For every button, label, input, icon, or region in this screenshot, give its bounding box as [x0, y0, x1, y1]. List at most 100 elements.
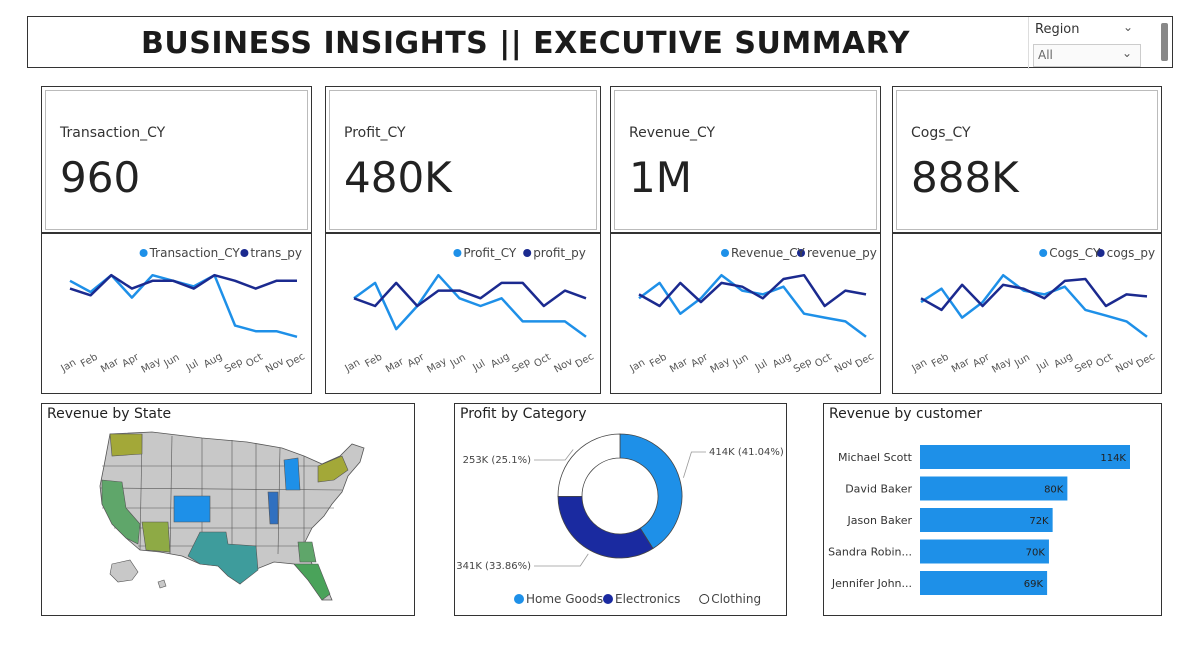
- x-tick-label: Jul: [470, 358, 487, 374]
- legend-item[interactable]: Home Goods: [514, 592, 604, 606]
- x-tick-label: Oct: [532, 352, 553, 370]
- category-label: David Baker: [845, 483, 912, 496]
- x-tick-label: Jun: [731, 352, 751, 370]
- region-slicer-label: Region: [1035, 22, 1080, 37]
- series-line-Cogs_CY[interactable]: [920, 273, 1148, 338]
- series-line-revenue_py[interactable]: [638, 273, 867, 308]
- bar[interactable]: [920, 571, 1048, 595]
- legend-item[interactable]: Profit_CY: [453, 246, 517, 260]
- x-tick-label: May: [140, 356, 163, 376]
- state-california: [101, 479, 141, 545]
- kpi-card-cogs: Cogs_CY 888K: [892, 86, 1162, 234]
- scrollbar-handle[interactable]: [1161, 23, 1168, 61]
- leader-line: [683, 451, 706, 478]
- legend-marker: [139, 249, 148, 257]
- trend-chart-revenue: revenue_py Revenue_CY Jan Feb Mar Apr May Jun Ju…: [610, 232, 881, 394]
- series-line-profit_py[interactable]: [353, 281, 587, 308]
- x-tick-label: Feb: [363, 352, 384, 370]
- legend-item[interactable]: trans_py: [240, 246, 302, 260]
- bar[interactable]: [920, 539, 1049, 564]
- x-tick-label: Oct: [244, 352, 265, 370]
- legend-marker: [514, 594, 524, 604]
- page-title: BUSINESS INSIGHTS || EXECUTIVE SUMMARY: [141, 25, 910, 61]
- us-map[interactable]: [42, 404, 414, 615]
- kpi-card-transactions: Transaction_CY 960: [41, 86, 312, 234]
- legend-item[interactable]: Revenue_CY: [721, 246, 805, 260]
- bar[interactable]: [920, 508, 1053, 532]
- x-tick-label: Nov: [1114, 356, 1136, 375]
- chevron-down-icon[interactable]: ⌄: [1123, 20, 1134, 34]
- state-texas: [187, 531, 259, 585]
- leader-line: [534, 449, 574, 461]
- x-tick-label: May: [709, 356, 732, 376]
- kpi-card-inner: Profit_CY 480K: [329, 90, 597, 230]
- legend-label: revenue_py: [807, 246, 877, 260]
- revenue-by-state-panel: Revenue by State: [41, 403, 415, 616]
- x-tick-label: Feb: [648, 352, 669, 370]
- legend-marker: [1096, 249, 1105, 257]
- legend-item[interactable]: Transaction_CY: [139, 246, 241, 260]
- kpi-value: 480K: [344, 153, 452, 202]
- kpi-value: 1M: [629, 153, 692, 202]
- x-tick-label: Oct: [1094, 352, 1115, 370]
- bar[interactable]: [920, 445, 1130, 469]
- profit-by-category-panel: Profit by Category 414K (41.04%) 341K (33…: [454, 403, 787, 616]
- donut-slice-home-goods[interactable]: [619, 433, 683, 550]
- donut-slice-clothing[interactable]: [557, 433, 621, 497]
- x-tick-label: Aug: [771, 351, 793, 370]
- legend-item[interactable]: Electronics: [603, 592, 681, 606]
- bar[interactable]: [920, 476, 1068, 501]
- kpi-card-inner: Transaction_CY 960: [45, 90, 308, 230]
- panel-title: Revenue by customer: [829, 406, 982, 422]
- legend-label: Electronics: [615, 592, 680, 606]
- x-tick-label: Nov: [552, 356, 574, 375]
- x-tick-label: Jun: [448, 352, 468, 370]
- x-tick-label: Feb: [930, 352, 951, 370]
- bar-data-label: 114K: [1100, 453, 1126, 464]
- x-tick-label: Mar: [384, 356, 407, 375]
- donut-chart[interactable]: 414K (41.04%) 341K (33.86%) 253K (25.1%) Ho…: [455, 404, 786, 615]
- kpi-label: Transaction_CY: [60, 125, 166, 141]
- x-tick-label: Dec: [1135, 351, 1157, 370]
- donut-slice-electronics[interactable]: [557, 495, 654, 559]
- kpi-card-inner: Revenue_CY 1M: [614, 90, 877, 230]
- legend-item[interactable]: cogs_py: [1096, 246, 1156, 260]
- region-dropdown[interactable]: All ⌄: [1033, 44, 1141, 67]
- x-tick-label: Mar: [950, 356, 973, 375]
- region-slicer[interactable]: Region ⌄ All ⌄: [1028, 17, 1143, 69]
- category-label: Jason Baker: [847, 514, 913, 527]
- category-label: Jennifer John...: [831, 577, 912, 590]
- kpi-value: 888K: [911, 153, 1019, 202]
- series-line-trans_py[interactable]: [69, 273, 297, 297]
- chevron-down-icon[interactable]: ⌄: [1122, 46, 1133, 60]
- bar-chart[interactable]: Michael Scott 114K David Baker 80K Jason Bak…: [824, 404, 1161, 615]
- x-tick-label: Dec: [285, 351, 307, 370]
- panel-title: Revenue by State: [47, 406, 172, 422]
- x-tick-label: Apr: [120, 351, 141, 370]
- x-tick-label: Aug: [489, 351, 511, 370]
- x-tick-label: Aug: [1052, 351, 1074, 370]
- trend-chart-cogs: cogs_py Cogs_CY Jan Feb Mar Apr May Jun Jul Aug Se…: [892, 232, 1162, 394]
- x-tick-label: Feb: [79, 352, 100, 370]
- x-tick-label: Jul: [753, 358, 770, 374]
- state-alaska: [109, 559, 139, 583]
- x-tick-label: Sep: [511, 356, 533, 375]
- x-tick-label: Mar: [99, 356, 122, 375]
- legend-item[interactable]: revenue_py: [797, 246, 877, 260]
- series-line-cogs_py[interactable]: [920, 277, 1148, 312]
- legend-label: Home Goods: [526, 592, 603, 606]
- legend-item[interactable]: Cogs_CY: [1039, 246, 1101, 260]
- legend-label: Profit_CY: [463, 246, 516, 260]
- state-michigan: [283, 457, 301, 491]
- legend-item[interactable]: profit_py: [523, 246, 586, 260]
- series-line-Revenue_CY[interactable]: [638, 273, 867, 338]
- line-chart-svg[interactable]: profit_py Profit_CY Jan Feb Mar Apr May Jun Jul A…: [326, 233, 600, 393]
- series-line-Profit_CY[interactable]: [353, 273, 587, 338]
- leader-line: [534, 553, 589, 567]
- legend-item[interactable]: Clothing: [699, 592, 761, 606]
- kpi-card-inner: Cogs_CY 888K: [896, 90, 1158, 230]
- legend-label: profit_py: [533, 246, 586, 260]
